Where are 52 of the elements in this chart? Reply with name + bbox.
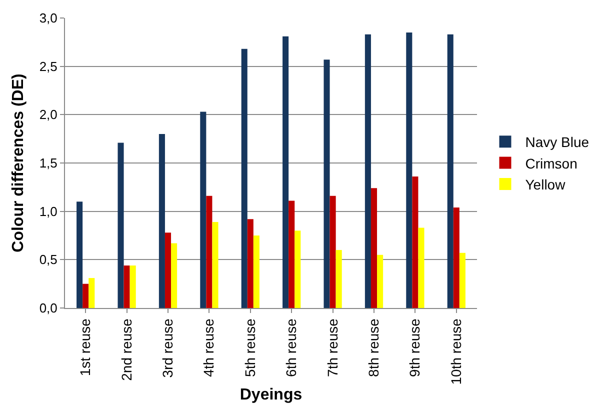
x-tick-label: 2nd reuse (118, 318, 134, 381)
bar (370, 188, 378, 308)
x-tick-label: 10th reuse (448, 318, 464, 385)
bar (253, 236, 260, 308)
bar (76, 202, 83, 308)
y-tick-label: 1,0 (39, 204, 58, 219)
x-tick-label: 9th reuse (406, 318, 423, 377)
x-axis-title: Dyeings (240, 386, 302, 404)
bar (171, 243, 178, 308)
bar (447, 34, 454, 308)
x-tick-label: 5th reuse (242, 318, 258, 377)
bar (124, 265, 130, 308)
bar (406, 32, 412, 308)
x-tick-label: 3rd reuse (160, 318, 176, 378)
bar (282, 36, 289, 308)
bar (241, 48, 248, 308)
bar (336, 250, 342, 308)
y-tick-label: 1,5 (39, 156, 58, 171)
bar (453, 207, 460, 308)
bar (206, 196, 212, 308)
bar (88, 278, 95, 308)
bar (200, 112, 206, 308)
bar (377, 254, 384, 308)
bar (118, 142, 124, 308)
bar (294, 230, 301, 308)
y-tick-label: 3,0 (39, 10, 58, 26)
y-tick-label: 2,0 (39, 107, 58, 122)
bar (158, 134, 165, 308)
bar (418, 228, 424, 308)
x-tick-label: 4th reuse (200, 318, 217, 377)
bar (324, 60, 330, 308)
y-tick-label: 0,0 (39, 300, 58, 316)
y-tick-label: 0,5 (39, 252, 58, 268)
bar (459, 252, 466, 308)
bar (164, 232, 172, 308)
x-tick-label: 8th reuse (366, 318, 382, 377)
x-tick-label: 1st reuse (77, 318, 94, 376)
legend-label: Navy Blue (525, 134, 590, 150)
x-tick-label: 6th reuse (283, 318, 300, 377)
x-tick-label: 7th reuse (324, 318, 340, 377)
bar (247, 219, 254, 308)
legend-label: Yellow (525, 176, 566, 192)
bar (82, 284, 89, 308)
bar (212, 222, 218, 308)
bar (364, 34, 371, 308)
y-axis-title: Colour differences (DE) (10, 74, 27, 252)
bar (288, 200, 295, 308)
bar (330, 196, 336, 308)
legend-label: Crimson (525, 155, 578, 172)
bar (130, 265, 136, 308)
bar (412, 176, 418, 308)
y-tick-label: 2,5 (39, 58, 58, 74)
